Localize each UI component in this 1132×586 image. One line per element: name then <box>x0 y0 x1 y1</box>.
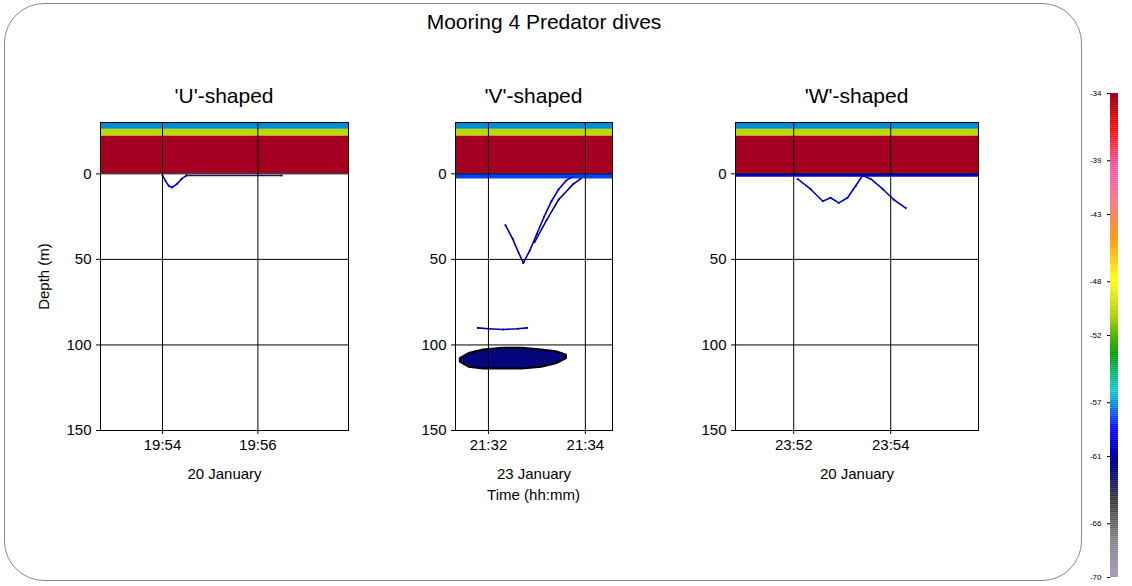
svg-text:20 January: 20 January <box>820 465 895 482</box>
svg-text:20 January: 20 January <box>187 465 262 482</box>
svg-text:150: 150 <box>421 421 446 438</box>
svg-text:50: 50 <box>710 250 727 267</box>
svg-text:-39: -39 <box>1090 156 1102 165</box>
svg-text:-43: -43 <box>1090 210 1102 219</box>
svg-text:-66: -66 <box>1090 519 1102 528</box>
svg-text:-57: -57 <box>1090 398 1102 407</box>
svg-text:23:52: 23:52 <box>775 436 813 453</box>
svg-text:0: 0 <box>718 165 726 182</box>
html-text:'U'-shaped: 'U'-shaped <box>174 84 274 107</box>
svg-text:-34: -34 <box>1090 89 1102 98</box>
svg-text:150: 150 <box>701 421 726 438</box>
svg-text:100: 100 <box>421 336 446 353</box>
html-text:'V'-shaped: 'V'-shaped <box>484 84 583 107</box>
svg-text:21:32: 21:32 <box>470 436 508 453</box>
svg-text:Depth (m): Depth (m) <box>35 243 52 310</box>
svg-text:100: 100 <box>701 336 726 353</box>
svg-text:150: 150 <box>66 421 91 438</box>
svg-text:19:56: 19:56 <box>239 436 277 453</box>
html-text:Time (hh:mm): Time (hh:mm) <box>487 486 580 503</box>
svg-text:-61: -61 <box>1090 452 1102 461</box>
svg-text:21:34: 21:34 <box>567 436 605 453</box>
html-text:'W'-shaped: 'W'-shaped <box>804 84 909 107</box>
svg-text:23:54: 23:54 <box>872 436 910 453</box>
svg-text:23 January: 23 January <box>497 465 572 482</box>
svg-text:-52: -52 <box>1090 331 1102 340</box>
svg-text:50: 50 <box>430 250 447 267</box>
svg-text:-48: -48 <box>1090 277 1102 286</box>
svg-text:19:54: 19:54 <box>144 436 182 453</box>
svg-text:0: 0 <box>83 165 91 182</box>
svg-text:0: 0 <box>438 165 446 182</box>
svg-text:-70: -70 <box>1090 573 1102 582</box>
html-text:Mooring 4 Predator dives: Mooring 4 Predator dives <box>426 10 662 33</box>
svg-text:100: 100 <box>66 336 91 353</box>
svg-text:50: 50 <box>75 250 92 267</box>
